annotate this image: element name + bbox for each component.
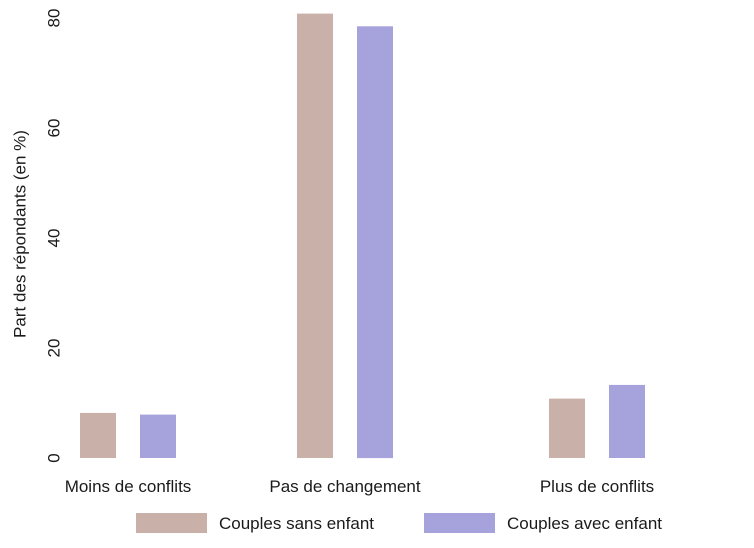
legend-label: Couples sans enfant — [219, 514, 374, 533]
legend-label: Couples avec enfant — [507, 514, 662, 533]
y-tick-label: 20 — [44, 339, 63, 358]
bar — [609, 384, 645, 458]
legend-swatch — [136, 513, 207, 533]
y-axis-label-group: Part des répondants (en %) — [10, 130, 29, 338]
bar — [140, 414, 176, 458]
bars — [80, 13, 645, 459]
y-tick-label: 40 — [44, 229, 63, 248]
bar — [357, 26, 393, 459]
legend: Couples sans enfant Couples avec enfant — [136, 513, 662, 533]
bar — [297, 13, 333, 458]
y-tick-label: 60 — [44, 119, 63, 138]
x-tick-label: Moins de conflits — [65, 477, 192, 496]
legend-swatch — [424, 513, 495, 533]
bar — [549, 398, 585, 458]
y-tick-label: 0 — [44, 453, 63, 462]
x-axis-ticks: Moins de conflits Pas de changement Plus d… — [65, 477, 654, 496]
x-tick-label: Plus de conflits — [540, 477, 654, 496]
x-tick-label: Pas de changement — [269, 477, 420, 496]
y-tick-label: 80 — [44, 9, 63, 28]
y-axis-ticks: 0 20 40 60 80 — [44, 9, 63, 463]
bar — [80, 412, 116, 458]
y-axis-label: Part des répondants (en %) — [10, 130, 29, 338]
